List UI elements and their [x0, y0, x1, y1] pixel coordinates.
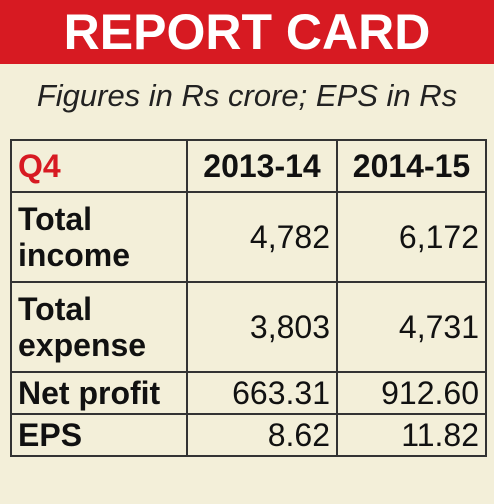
table-row: Net profit 663.31 912.60 [10, 371, 487, 415]
value-cell: 912.60 [336, 371, 487, 415]
row-label-total-expense: Total expense [10, 281, 188, 373]
value-cell: 6,172 [336, 191, 487, 283]
banner-title: REPORT CARD [0, 0, 494, 64]
header-year-2013-14: 2013-14 [186, 139, 338, 193]
table-row: Total income 4,782 6,172 [10, 191, 487, 283]
row-label-net-profit: Net profit [10, 371, 188, 415]
header-row: Q4 2013-14 2014-15 [10, 139, 487, 193]
table-row: Total expense 3,803 4,731 [10, 281, 487, 373]
value-cell: 3,803 [186, 281, 338, 373]
row-label-eps: EPS [10, 413, 188, 457]
label-line: expense [18, 327, 147, 363]
label-line: Total [18, 291, 93, 327]
results-table: Q4 2013-14 2014-15 Total income 4,782 6,… [10, 139, 487, 457]
subtitle: Figures in Rs crore; EPS in Rs [36, 78, 458, 113]
value-cell: 11.82 [336, 413, 487, 457]
value-cell: 8.62 [186, 413, 338, 457]
row-label-total-income: Total income [10, 191, 188, 283]
value-cell: 4,731 [336, 281, 487, 373]
value-cell: 4,782 [186, 191, 338, 283]
header-year-2014-15: 2014-15 [336, 139, 487, 193]
label-line: Total [18, 201, 93, 237]
label-line: income [18, 237, 131, 273]
table-row: EPS 8.62 11.82 [10, 413, 487, 457]
value-cell: 663.31 [186, 371, 338, 415]
header-quarter: Q4 [10, 139, 188, 193]
